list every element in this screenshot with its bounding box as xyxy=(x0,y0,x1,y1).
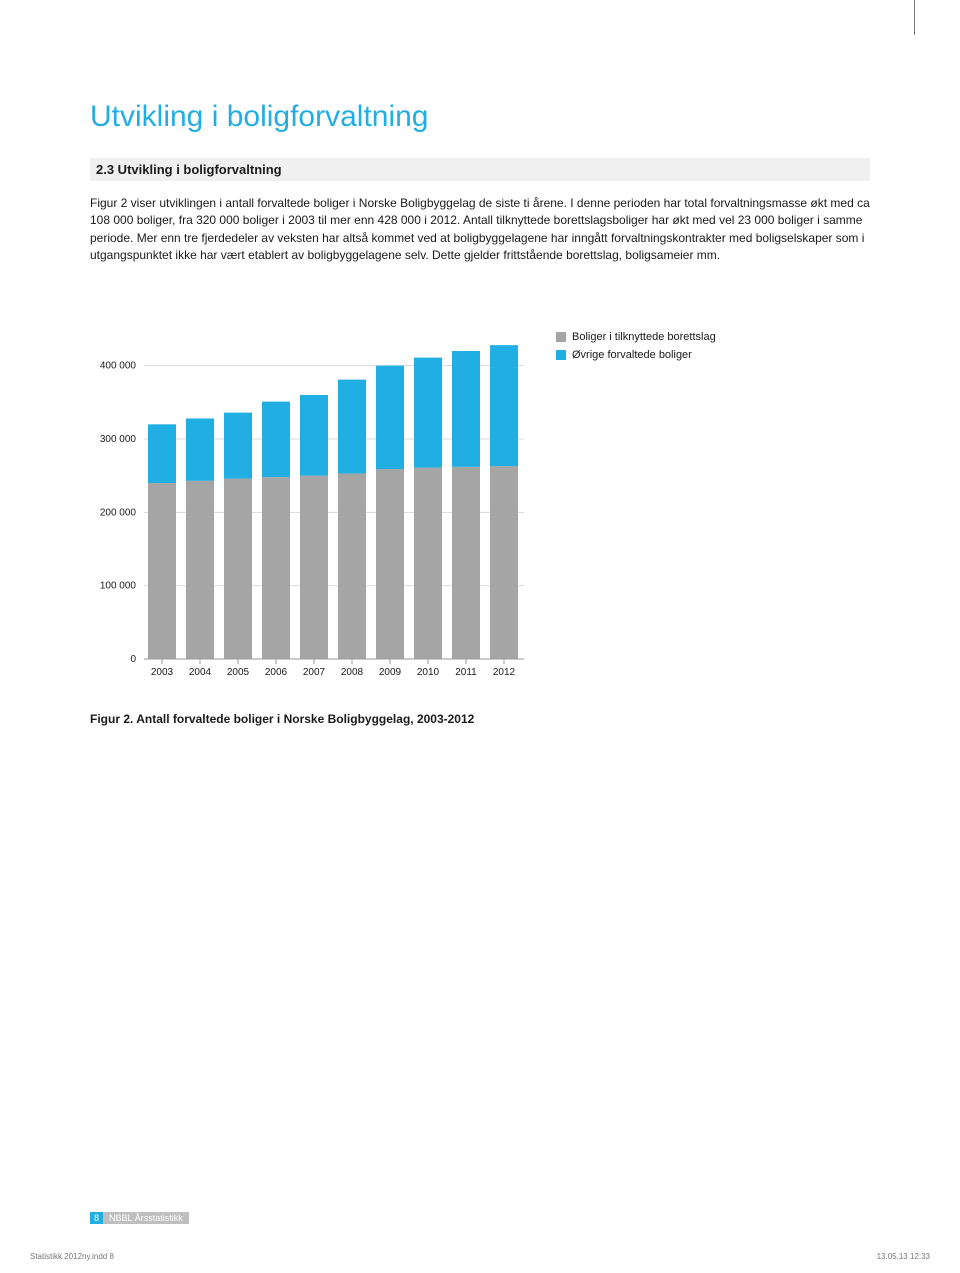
svg-text:2004: 2004 xyxy=(189,667,212,678)
bar-segment xyxy=(338,473,366,659)
bar-segment xyxy=(414,467,442,658)
svg-text:2008: 2008 xyxy=(341,667,364,678)
footer-badge: 8NBBL Årsstatistikk xyxy=(90,1213,189,1223)
legend-swatch xyxy=(556,332,566,342)
svg-text:400 000: 400 000 xyxy=(100,360,137,371)
legend-label: Øvrige forvaltede boliger xyxy=(572,349,692,361)
legend-item: Boliger i tilknyttede borettslag xyxy=(556,331,716,343)
bar-segment xyxy=(224,478,252,658)
footer-text: NBBL Årsstatistikk xyxy=(103,1212,189,1224)
chart-area: 0 100 000 200 000 300 000 400 000 2003 2004 200… xyxy=(90,325,526,686)
legend-item: Øvrige forvaltede boliger xyxy=(556,349,716,361)
print-meta: Statistikk 2012ny.indd 8 13.05.13 12:33 xyxy=(30,1252,930,1261)
bar-segment xyxy=(148,424,176,483)
svg-text:2006: 2006 xyxy=(265,667,288,678)
page-number: 8 xyxy=(90,1212,103,1224)
bar-segment xyxy=(262,401,290,477)
body-paragraph: Figur 2 viser utviklingen i antall forva… xyxy=(90,195,870,265)
bar-segment xyxy=(452,351,480,467)
svg-text:100 000: 100 000 xyxy=(100,580,137,591)
bar-segment xyxy=(186,480,214,658)
bar-segment xyxy=(490,345,518,466)
bar-segment xyxy=(414,357,442,467)
bar-segment xyxy=(186,418,214,480)
meta-stamp: 13.05.13 12:33 xyxy=(877,1252,930,1261)
bar-segment xyxy=(224,412,252,478)
figure-caption: Figur 2. Antall forvaltede boliger i Nor… xyxy=(90,712,870,726)
page-content: Utvikling i boligforvaltning 2.3 Utvikli… xyxy=(0,0,960,726)
svg-text:300 000: 300 000 xyxy=(100,434,137,445)
svg-text:2010: 2010 xyxy=(417,667,440,678)
bar-segment xyxy=(376,469,404,659)
svg-text:2012: 2012 xyxy=(493,667,516,678)
svg-text:2011: 2011 xyxy=(455,667,477,678)
bar-segment xyxy=(300,395,328,476)
chart-legend: Boliger i tilknyttede borettslag Øvrige f… xyxy=(556,325,716,367)
page-title: Utvikling i boligforvaltning xyxy=(90,100,870,134)
svg-text:2009: 2009 xyxy=(379,667,402,678)
bar-segment xyxy=(262,477,290,659)
bar-segment xyxy=(300,475,328,658)
bar-segment xyxy=(490,466,518,659)
chart-wrapper: 0 100 000 200 000 300 000 400 000 2003 2004 200… xyxy=(90,325,870,686)
svg-text:2007: 2007 xyxy=(303,667,326,678)
legend-label: Boliger i tilknyttede borettslag xyxy=(572,331,716,343)
svg-text:200 000: 200 000 xyxy=(100,507,137,518)
bar-segment xyxy=(148,483,176,659)
meta-file: Statistikk 2012ny.indd 8 xyxy=(30,1252,114,1261)
bar-segment xyxy=(376,365,404,468)
legend-swatch xyxy=(556,350,566,360)
svg-text:2005: 2005 xyxy=(227,667,250,678)
svg-text:0: 0 xyxy=(130,654,136,665)
svg-text:2003: 2003 xyxy=(151,667,174,678)
section-subtitle: 2.3 Utvikling i boligforvaltning xyxy=(90,158,870,181)
bar-segment xyxy=(452,466,480,658)
bar-segment xyxy=(338,379,366,473)
stacked-bar-chart: 0100 000200 000300 000400 00020032004200… xyxy=(144,325,526,681)
